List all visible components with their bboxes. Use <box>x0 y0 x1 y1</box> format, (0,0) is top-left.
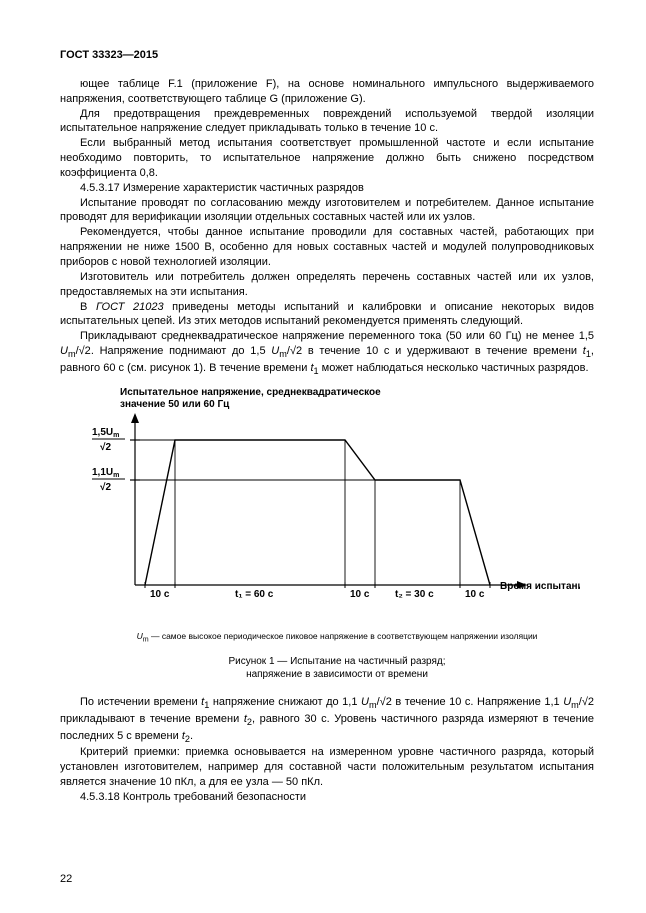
text: может наблюдаться несколько частичных ра… <box>319 362 589 374</box>
page: ГОСТ 33323—2015 ющее таблице F.1 (прилож… <box>0 0 646 913</box>
xlab-3: 10 с <box>350 589 370 600</box>
figure-svg: Испытательное напряжение, среднеквадрати… <box>80 385 580 625</box>
xlab-2: t₁ = 60 с <box>235 589 274 600</box>
y-axis-title-2: значение 50 или 60 Гц <box>120 399 230 410</box>
figure-footnote: Um — самое высокое периодическое пиковое… <box>80 631 594 645</box>
section-4-5-3-17: 4.5.3.17 Измерение характеристик частичн… <box>60 181 594 196</box>
ref-gost: ГОСТ 21023 <box>96 301 164 313</box>
para-8: Прикладывают среднеквадратическое напряж… <box>60 329 594 377</box>
text: Прикладывают среднеквадратическое напряж… <box>80 330 594 342</box>
y-axis-title-1: Испытательное напряжение, среднеквадрати… <box>120 387 381 398</box>
text: . <box>190 730 193 742</box>
sub: m <box>369 701 377 711</box>
text: в течение 10 с. Напряжение 1,1 <box>392 696 563 708</box>
para-4: Испытание проводят по согласованию между… <box>60 196 594 226</box>
sub: m <box>68 349 76 359</box>
xlab-4: t₂ = 30 с <box>395 589 434 600</box>
text: /√2 <box>287 345 302 357</box>
ylab-lo-den: √2 <box>100 482 111 493</box>
text: /√2 <box>76 345 91 357</box>
text: напряжение снижают до 1,1 <box>209 696 361 708</box>
para-5: Рекомендуется, чтобы данное испытание пр… <box>60 225 594 270</box>
ylab-lo-num: 1,1Um <box>92 467 119 479</box>
para-after-2: Критерий приемки: приемка основывается н… <box>60 745 594 790</box>
caption-line-2: напряжение в зависимости от времени <box>246 669 428 680</box>
caption-line-1: Рисунок 1 — Испытание на частичный разря… <box>228 656 445 667</box>
text: /√2 <box>377 696 392 708</box>
text: По истечении времени <box>80 696 201 708</box>
var-Um: U <box>60 345 68 357</box>
para-7: В ГОСТ 21023 приведены методы испытаний … <box>60 300 594 330</box>
doc-header: ГОСТ 33323—2015 <box>60 48 594 63</box>
var-Um: U <box>563 696 571 708</box>
text: В <box>80 301 96 313</box>
para-6: Изготовитель или потребитель должен опре… <box>60 270 594 300</box>
var-Um: U <box>361 696 369 708</box>
xlab-5: 10 с <box>465 589 485 600</box>
text: прикладывают в течение времени <box>60 713 244 725</box>
ylab-hi-den: √2 <box>100 442 111 453</box>
text: . Напряжение поднимают до 1,5 <box>91 345 271 357</box>
x-axis-title: Время испытания <box>500 581 580 592</box>
para-3: Если выбранный метод испытания соответст… <box>60 136 594 181</box>
voltage-curve <box>145 440 490 585</box>
para-1: ющее таблице F.1 (приложение F), на осно… <box>60 77 594 107</box>
xlab-1: 10 с <box>150 589 170 600</box>
text: — самое высокое периодическое пиковое на… <box>149 631 538 641</box>
text: в течение 10 с и удерживают в течение вр… <box>302 345 583 357</box>
sub: m <box>279 349 287 359</box>
sub: m <box>571 701 579 711</box>
text: /√2 <box>579 696 594 708</box>
para-2: Для предотвращения преждевременных повре… <box>60 107 594 137</box>
section-4-5-3-18: 4.5.3.18 Контроль требований безопасност… <box>60 790 594 805</box>
ylab-hi-num: 1,5Um <box>92 427 119 439</box>
para-after-1: По истечении времени t1 напряжение снижа… <box>60 695 594 745</box>
figure-caption: Рисунок 1 — Испытание на частичный разря… <box>80 655 594 681</box>
page-number: 22 <box>60 872 72 887</box>
figure-1: Испытательное напряжение, среднеквадрати… <box>80 385 594 681</box>
y-axis-arrow <box>131 413 139 423</box>
